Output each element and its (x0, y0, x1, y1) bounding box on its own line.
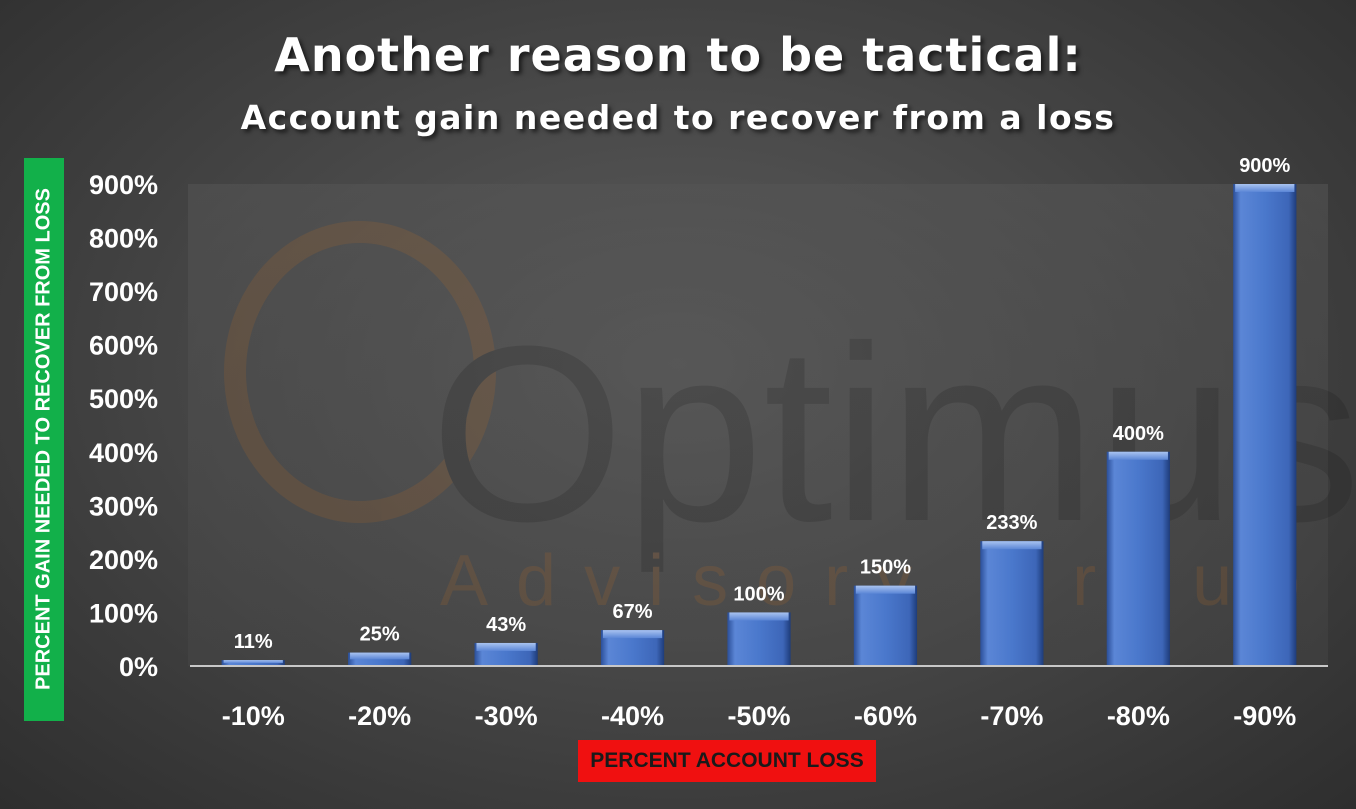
bar (980, 541, 1044, 666)
bar (727, 612, 791, 666)
y-tick-label: 400% (89, 438, 158, 468)
bar-bevel (1235, 184, 1295, 192)
y-tick-label: 600% (89, 331, 158, 361)
x-axis-label: PERCENT ACCOUNT LOSS (578, 740, 876, 782)
bar-bevel (1108, 451, 1168, 460)
x-category-label: -60% (854, 701, 917, 731)
bar-bevel (476, 642, 536, 651)
chart-title: Another reason to be tactical: (274, 28, 1082, 82)
x-category-label: -20% (348, 701, 411, 731)
data-label: 233% (986, 512, 1037, 534)
bar-bevel (855, 585, 916, 594)
x-category-label: -10% (222, 701, 285, 731)
chart-subtitle: Account gain needed to recover from a lo… (240, 98, 1116, 137)
y-tick-label: 500% (89, 384, 158, 414)
data-label: 11% (234, 631, 273, 653)
data-label: 900% (1239, 155, 1290, 177)
y-axis-label-box (24, 158, 64, 721)
y-tick-label: 800% (89, 224, 158, 254)
y-tick-label: 300% (89, 491, 158, 521)
bar (853, 585, 918, 666)
data-label: 100% (733, 583, 784, 605)
data-label: 150% (860, 557, 911, 579)
bars: 11% 25% 43% 67% 100% 150% 233% 400% 900% (221, 155, 1297, 666)
y-axis-label: PERCENT GAIN NEEDED TO RECOVER FROM LOSS (32, 188, 55, 690)
y-tick-label: 200% (89, 545, 158, 575)
data-label: 67% (613, 601, 653, 623)
y-tick-label: 700% (89, 277, 158, 307)
bar-bevel (729, 612, 789, 621)
data-label: 43% (486, 614, 526, 636)
bar-bevel (602, 630, 663, 639)
x-category-label: -80% (1107, 701, 1170, 731)
svg-text:Optimus: Optimus (430, 294, 1356, 573)
bar-bevel (350, 652, 410, 660)
bar-bevel (223, 660, 283, 664)
x-category-label: -70% (980, 701, 1043, 731)
bar (1233, 184, 1297, 666)
y-tick-label: 0% (119, 652, 158, 682)
x-category-label: -30% (475, 701, 538, 731)
data-label: 400% (1113, 423, 1164, 445)
bar-bevel (982, 541, 1042, 550)
watermark-logo: Optimus Advisory Group (224, 221, 1356, 621)
data-label: 25% (360, 624, 400, 646)
y-tick-label: 100% (89, 598, 158, 628)
bar (1106, 451, 1170, 666)
x-category-label: -50% (727, 701, 790, 731)
y-tick-label: 900% (89, 170, 158, 200)
y-axis-tick-labels: 0% 100% 200% 300% 400% 500% 600% 700% 800% 900% (89, 170, 158, 682)
x-category-label: -90% (1233, 701, 1296, 731)
x-axis-category-labels: -10% -20% -30% -40% -50% -60% -70% -80% -90% (222, 701, 1297, 731)
x-category-label: -40% (601, 701, 664, 731)
